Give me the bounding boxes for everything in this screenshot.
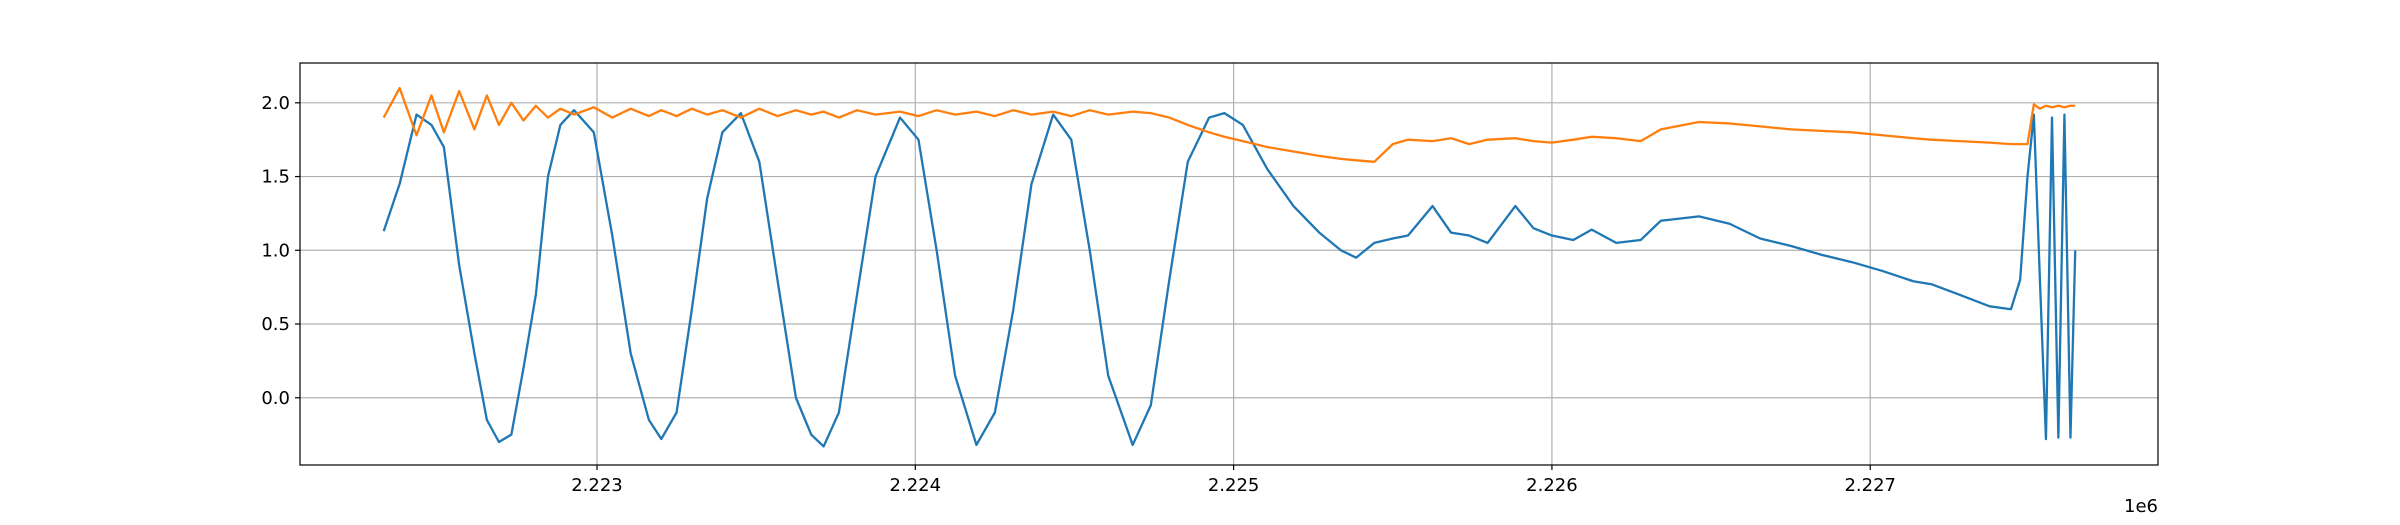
data-line (382, 109, 2077, 448)
plot-frame (299, 62, 2159, 466)
x-tick-label: 2.225 (1208, 475, 1260, 496)
x-tick-label: 2.226 (1526, 475, 1578, 496)
x-tick-label: 2.227 (1844, 475, 1896, 496)
x-tick-label: 2.224 (890, 475, 942, 496)
x-tick-label: 2.223 (571, 475, 623, 496)
y-tick-label: 1.0 (261, 240, 290, 261)
y-tick-label: 0.0 (261, 388, 290, 409)
x-offset-label: 1e6 (2124, 496, 2158, 517)
y-tick-label: 0.5 (261, 314, 290, 335)
y-tick-label: 1.5 (261, 167, 290, 188)
data-line (382, 86, 2076, 163)
y-tick-label: 2.0 (261, 93, 290, 114)
